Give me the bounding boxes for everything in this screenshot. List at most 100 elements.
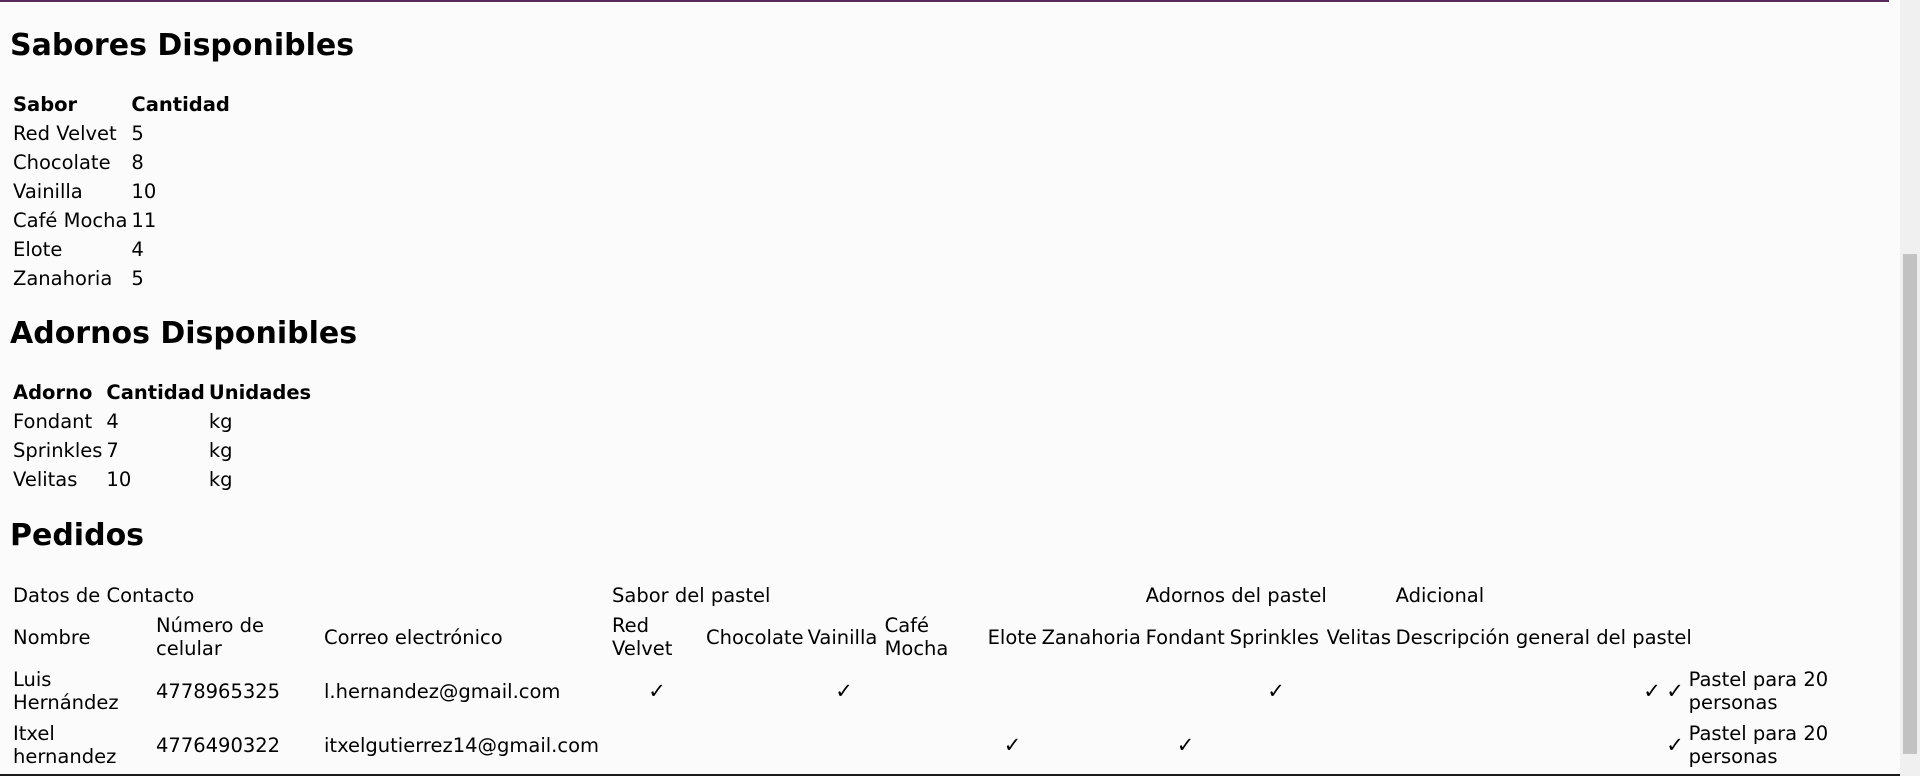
cantidad-cell: 5	[131, 122, 144, 145]
check-cell	[1326, 719, 1393, 771]
check-cell: ✓	[648, 678, 666, 703]
sabores-heading: Sabores Disponibles	[10, 28, 355, 63]
empty-cell	[1395, 665, 1640, 717]
group-adornos-pastel: Adornos del pastel	[1145, 583, 1327, 607]
check-cell: ✓	[835, 678, 853, 703]
adornos-heading: Adornos Disponibles	[10, 316, 358, 351]
adorno-cell: Fondant	[13, 410, 93, 433]
check-cell	[884, 665, 985, 717]
table-row: Sprinkles 7 kg	[12, 437, 312, 464]
scrollbar-thumb[interactable]	[1903, 254, 1917, 754]
check-cell: ✓	[1176, 732, 1195, 757]
adorno-cell: Velitas	[13, 468, 78, 491]
sabor-cell: Red Velvet	[13, 122, 117, 145]
group-datos-contacto: Datos de Contacto	[13, 583, 195, 607]
column-header-sabor: Sabor	[13, 93, 78, 116]
column-header-unidades: Unidades	[208, 381, 312, 404]
check-cell: ✓	[1666, 732, 1684, 757]
sabores-table: Sabor Cantidad Red Velvet 5 Chocolate 8 Va…	[10, 89, 233, 294]
cantidad-cell: 4	[106, 410, 119, 433]
check-cell	[1145, 665, 1227, 717]
check-cell	[987, 665, 1039, 717]
unidades-cell: kg	[208, 468, 233, 491]
pedidos-heading: Pedidos	[10, 518, 145, 553]
column-header-elote: Elote	[987, 625, 1037, 649]
group-header-row: Datos de Contacto Sabor del pastel Adorn…	[12, 581, 1838, 609]
check-cell: ✓	[1643, 678, 1661, 703]
celular-cell: 4776490322	[156, 733, 281, 757]
descripcion-cell: Pastel para 20 personas	[1688, 668, 1829, 714]
cantidad-cell: 10	[131, 180, 157, 203]
sabor-cell: Elote	[13, 238, 63, 261]
column-header-cantidad: Cantidad	[131, 93, 230, 116]
pedidos-table: Datos de Contacto Sabor del pastel Adorn…	[10, 579, 1840, 773]
check-cell	[807, 719, 882, 771]
cantidad-cell: 7	[106, 439, 119, 462]
check-cell	[611, 719, 703, 771]
celular-cell: 4778965325	[156, 679, 281, 703]
empty-cell	[1395, 719, 1640, 771]
sabor-cell: Café Mocha	[13, 209, 128, 232]
group-sabor-pastel: Sabor del pastel	[612, 583, 771, 607]
check-cell	[705, 719, 805, 771]
table-row: Itxel hernandez 4776490322 itxelgutierre…	[12, 719, 1838, 771]
top-divider	[0, 0, 1889, 2]
descripcion-cell: Pastel para 20 personas	[1688, 722, 1829, 768]
check-cell: ✓	[1666, 678, 1684, 703]
unidades-cell: kg	[208, 439, 233, 462]
correo-cell: l.hernandez@gmail.com	[324, 679, 561, 703]
column-header-descripcion: Descripción general del pastel	[1395, 625, 1692, 649]
bottom-divider	[0, 774, 1900, 776]
column-header-red-velvet: Red Velvet	[612, 614, 673, 660]
nombre-cell: Luis Hernández	[13, 668, 119, 714]
column-header-velitas: Velitas	[1326, 625, 1391, 649]
column-header-cafe-mocha: Café Mocha	[884, 614, 949, 660]
column-header-zanahoria: Zanahoria	[1041, 625, 1141, 649]
check-cell	[1229, 719, 1324, 771]
table-header-row: Adorno Cantidad Unidades	[12, 379, 312, 406]
adornos-table: Adorno Cantidad Unidades Fondant 4 kg Spri…	[10, 377, 314, 495]
column-header-fondant: Fondant	[1145, 625, 1225, 649]
nombre-cell: Itxel hernandez	[13, 722, 117, 768]
table-row: Elote 4	[12, 236, 231, 263]
table-row: Fondant 4 kg	[12, 408, 312, 435]
sabor-cell: Chocolate	[13, 151, 111, 174]
cantidad-cell: 5	[131, 267, 144, 290]
table-row: Café Mocha 11	[12, 207, 231, 234]
column-header-sprinkles: Sprinkles	[1229, 625, 1319, 649]
cantidad-cell: 4	[131, 238, 144, 261]
group-adicional: Adicional	[1395, 583, 1485, 607]
table-row: Zanahoria 5	[12, 265, 231, 292]
check-cell	[1041, 719, 1143, 771]
sabor-cell: Vainilla	[13, 180, 83, 203]
table-row: Velitas 10 kg	[12, 466, 312, 493]
check-cell: ✓	[1267, 678, 1285, 703]
column-header-cantidad: Cantidad	[106, 381, 205, 404]
table-row: Red Velvet 5	[12, 120, 231, 147]
sabor-cell: Zanahoria	[13, 267, 113, 290]
column-header-adorno: Adorno	[13, 381, 93, 404]
check-cell	[1326, 665, 1393, 717]
check-cell	[1642, 719, 1663, 771]
table-row: Chocolate 8	[12, 149, 231, 176]
column-header-correo: Correo electrónico	[324, 625, 503, 649]
check-cell	[884, 719, 985, 771]
check-cell	[1041, 665, 1143, 717]
check-cell: ✓	[1003, 732, 1022, 757]
table-row: Vainilla 10	[12, 178, 231, 205]
column-header-row: Nombre Número de celular Correo electrón…	[12, 611, 1838, 663]
vertical-scrollbar[interactable]	[1900, 0, 1920, 776]
cantidad-cell: 11	[131, 209, 157, 232]
cantidad-cell: 8	[131, 151, 144, 174]
unidades-cell: kg	[208, 410, 233, 433]
column-header-nombre: Nombre	[13, 625, 91, 649]
correo-cell: itxelgutierrez14@gmail.com	[324, 733, 600, 757]
column-header-celular: Número de celular	[156, 614, 265, 660]
cantidad-cell: 10	[106, 468, 132, 491]
adorno-cell: Sprinkles	[13, 439, 103, 462]
check-cell	[705, 665, 805, 717]
table-header-row: Sabor Cantidad	[12, 91, 231, 118]
column-header-chocolate: Chocolate	[706, 625, 804, 649]
column-header-vainilla: Vainilla	[807, 625, 878, 649]
table-row: Luis Hernández 4778965325 l.hernandez@gm…	[12, 665, 1838, 717]
